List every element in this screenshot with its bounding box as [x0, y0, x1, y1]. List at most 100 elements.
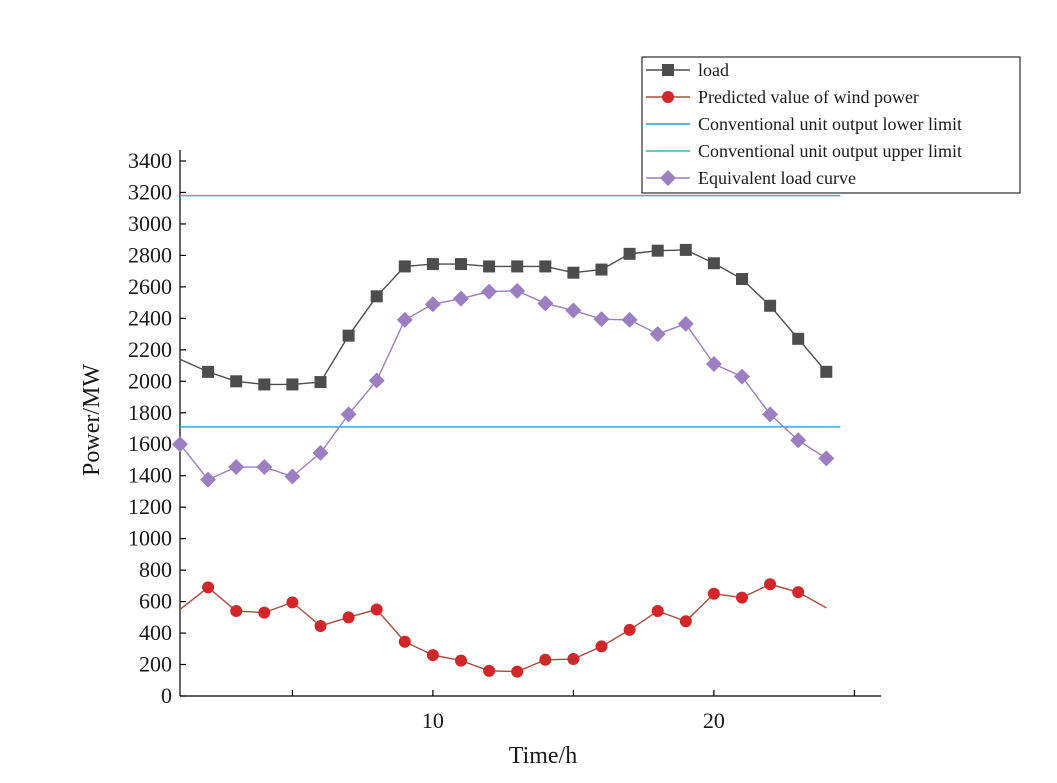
data-point	[312, 444, 329, 461]
legend-entry: Equivalent load curve	[646, 168, 856, 188]
data-point	[705, 355, 722, 372]
legend-marker	[662, 64, 674, 76]
data-point	[623, 623, 636, 636]
series-4	[172, 282, 835, 488]
data-point	[426, 258, 439, 271]
data-point	[172, 436, 188, 453]
data-point	[368, 372, 385, 389]
data-point	[455, 654, 467, 667]
data-point	[426, 649, 439, 662]
x-tick-label: 20	[703, 708, 725, 733]
data-point	[649, 326, 666, 343]
data-point	[258, 606, 271, 619]
y-tick-label: 3000	[128, 211, 172, 236]
data-point	[792, 586, 805, 599]
data-point	[567, 653, 580, 666]
data-point	[790, 432, 807, 449]
y-tick-label: 400	[139, 620, 172, 645]
legend-entry: Predicted value of wind power	[646, 87, 919, 107]
y-tick-label: 200	[139, 652, 172, 677]
series-line	[179, 583, 827, 673]
data-point	[256, 459, 273, 476]
data-point	[511, 260, 524, 273]
data-point	[595, 263, 608, 276]
legend-box	[641, 56, 1021, 194]
y-axis-title: Power/MW	[79, 364, 105, 476]
data-point	[258, 378, 271, 391]
data-point	[736, 273, 748, 286]
y-tick-label: 1000	[128, 526, 172, 551]
data-point	[370, 290, 383, 303]
data-point	[679, 243, 692, 256]
data-point	[340, 406, 357, 423]
data-point	[621, 311, 638, 328]
y-tick-label: 0	[161, 683, 172, 708]
legend-marker	[660, 170, 676, 186]
data-point	[398, 260, 411, 273]
series-layer	[172, 194, 841, 678]
data-point	[565, 302, 582, 319]
y-tick-label: 1400	[128, 463, 172, 488]
y-tick-label: 3400	[128, 148, 172, 173]
data-point	[200, 471, 217, 488]
series-line	[179, 290, 827, 481]
y-tick-label: 1800	[128, 400, 172, 425]
data-point	[509, 282, 526, 299]
legend-entry: Conventional unit output upper limit	[646, 141, 962, 161]
data-point	[314, 619, 327, 632]
legend-label: Equivalent load curve	[698, 168, 856, 188]
data-point	[370, 603, 383, 616]
legend-entry: Conventional unit output lower limit	[646, 114, 962, 134]
data-point	[679, 615, 692, 628]
data-point	[651, 605, 664, 618]
data-point	[284, 468, 301, 485]
data-point	[623, 247, 636, 260]
data-point	[820, 365, 833, 378]
data-point	[202, 365, 215, 378]
data-point	[764, 578, 777, 591]
data-point	[228, 459, 245, 476]
data-point	[539, 260, 552, 273]
y-tick-label: 2600	[128, 274, 172, 299]
data-point	[537, 295, 554, 312]
axes	[179, 150, 881, 697]
y-tick-label: 800	[139, 557, 172, 582]
x-ticks: 10 20	[291, 690, 856, 733]
legend: load Predicted value of wind power Convent…	[641, 56, 1021, 194]
data-point	[342, 329, 355, 342]
y-tick-label: 2400	[128, 305, 172, 330]
y-tick-label: 2200	[128, 337, 172, 362]
y-tick-label: 3200	[128, 179, 172, 204]
data-point	[455, 258, 467, 271]
y-tick-label: 600	[139, 589, 172, 614]
data-point	[396, 311, 413, 328]
data-point	[481, 283, 498, 300]
legend-label: Conventional unit output lower limit	[698, 114, 962, 134]
data-point	[764, 299, 777, 312]
data-point	[286, 596, 299, 609]
data-point	[567, 266, 580, 279]
data-point	[792, 332, 805, 345]
series-1	[179, 578, 827, 678]
data-point	[677, 315, 694, 332]
series-line	[179, 249, 827, 386]
data-point	[736, 591, 748, 604]
data-point	[483, 664, 496, 677]
legend-label: Conventional unit output upper limit	[698, 141, 962, 161]
data-point	[762, 406, 779, 423]
data-point	[595, 640, 608, 653]
data-point	[398, 635, 411, 648]
data-point	[707, 257, 720, 270]
x-axis-title: Time/h	[509, 743, 577, 769]
data-point	[593, 311, 610, 328]
data-point	[734, 368, 750, 385]
legend-label: load	[698, 60, 729, 80]
data-point	[424, 296, 441, 313]
legend-label: Predicted value of wind power	[698, 87, 919, 107]
data-point	[230, 375, 243, 388]
data-point	[707, 587, 720, 600]
data-point	[511, 665, 524, 678]
data-point	[230, 605, 243, 618]
y-ticks: 0 200 400 600 800 1000 1200 1400 1600 1800 2000 220…	[128, 148, 186, 708]
